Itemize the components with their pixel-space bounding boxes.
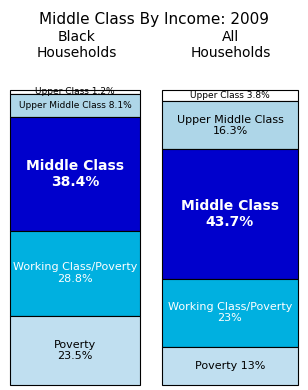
Text: Middle Class
38.4%: Middle Class 38.4% [26, 159, 124, 189]
Text: Upper Middle Class 8.1%: Upper Middle Class 8.1% [18, 101, 132, 110]
Text: Black
Households: Black Households [37, 30, 117, 60]
Bar [10, 117, 140, 231]
Bar [162, 347, 298, 385]
Bar [162, 278, 298, 347]
Text: Poverty 13%: Poverty 13% [195, 361, 265, 371]
Bar [10, 316, 140, 385]
Text: Upper Class 1.2%: Upper Class 1.2% [35, 87, 115, 96]
Bar [10, 231, 140, 316]
Bar [162, 149, 298, 278]
Bar [162, 90, 298, 101]
Text: All
Households: All Households [191, 30, 271, 60]
Text: Working Class/Poverty
23%: Working Class/Poverty 23% [168, 302, 292, 323]
Bar [10, 94, 140, 117]
Text: Middle Class
43.7%: Middle Class 43.7% [181, 199, 279, 229]
Text: Upper Middle Class
16.3%: Upper Middle Class 16.3% [176, 115, 283, 136]
Bar [162, 101, 298, 149]
Text: Poverty
23.5%: Poverty 23.5% [54, 340, 96, 361]
Text: Working Class/Poverty
28.8%: Working Class/Poverty 28.8% [13, 262, 137, 284]
Bar [10, 90, 140, 94]
Text: Middle Class By Income: 2009: Middle Class By Income: 2009 [39, 12, 269, 27]
Text: Upper Class 3.8%: Upper Class 3.8% [190, 91, 270, 100]
